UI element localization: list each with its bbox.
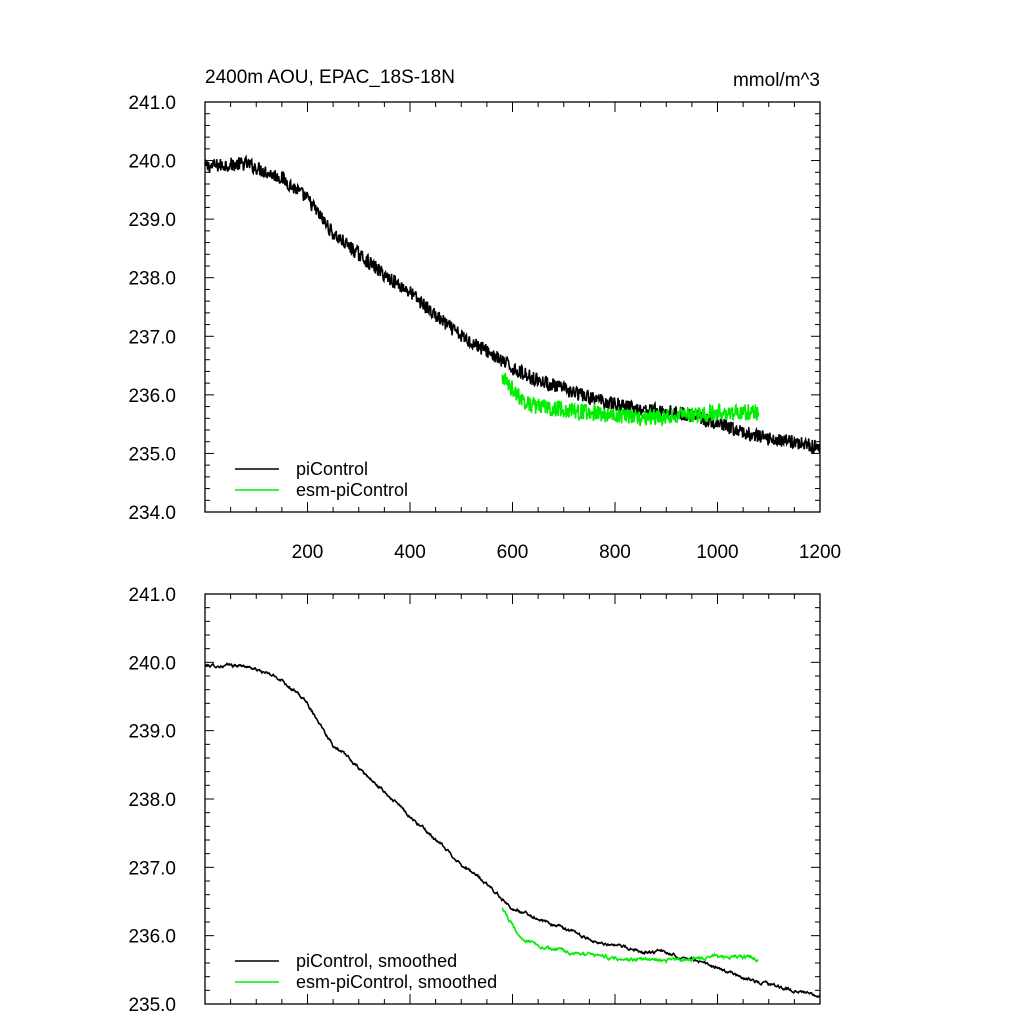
y-tick-label: 239.0 [128,210,176,231]
bottom-minor-ticks [205,594,820,1004]
y-tick-label: 240.0 [128,653,176,674]
x-tick-label: 400 [394,542,426,563]
top-panel-units: mmol/m^3 [733,70,820,91]
legend-label-picontrol-smoothed: piControl, smoothed [296,951,457,971]
top-plot-frame [204,101,821,513]
bottom-panel: 235.0 236.0 237.0 238.0 239.0 240.0 241.… [128,585,821,1016]
y-tick-label: 236.0 [128,386,176,407]
y-tick-label: 237.0 [128,327,176,348]
y-tick-label: 241.0 [128,585,176,606]
y-tick-label: 240.0 [128,152,176,173]
top-major-ticks [204,101,821,513]
series-line-picontrol [204,154,821,455]
top-series-layer [204,154,821,455]
series-line-esm-picontrol [501,372,760,428]
series-line-picontrol-smoothed [204,662,821,998]
y-tick-label: 241.0 [128,93,176,114]
y-tick-label: 238.0 [128,790,176,811]
top-panel-title: 2400m AOU, EPAC_18S-18N [205,67,455,88]
legend-label-esm-picontrol: esm-piControl [296,480,408,500]
y-tick-label: 239.0 [128,722,176,743]
y-tick-label: 236.0 [128,927,176,948]
bottom-legend: piControl, smoothed esm-piControl, smoot… [235,951,497,992]
x-tick-label: 800 [599,542,631,563]
top-legend: piControl esm-piControl [235,459,408,500]
y-tick-label: 238.0 [128,269,176,290]
top-minor-ticks [205,102,820,512]
bottom-series-layer [204,662,821,998]
top-x-tick-labels: 200 400 600 800 1000 1200 [292,542,841,563]
x-tick-label: 600 [497,542,529,563]
y-tick-label: 235.0 [128,995,176,1016]
y-tick-label: 234.0 [128,503,176,524]
series-line-esm-picontrol-smoothed [501,907,759,965]
top-panel: 2400m AOU, EPAC_18S-18N mmol/m^3 234.0 2… [128,67,841,563]
legend-label-esm-picontrol-smoothed: esm-piControl, smoothed [296,972,497,992]
top-y-tick-labels: 234.0 235.0 236.0 237.0 238.0 239.0 240.… [128,93,176,524]
y-tick-label: 235.0 [128,444,176,465]
bottom-y-tick-labels: 235.0 236.0 237.0 238.0 239.0 240.0 241.… [128,585,176,1016]
y-tick-label: 237.0 [128,858,176,879]
x-tick-label: 1000 [696,542,738,563]
x-tick-label: 200 [292,542,324,563]
x-tick-label: 1200 [799,542,841,563]
legend-label-picontrol: piControl [296,459,368,479]
bottom-major-ticks [204,593,821,1005]
bottom-plot-frame [204,593,821,1005]
